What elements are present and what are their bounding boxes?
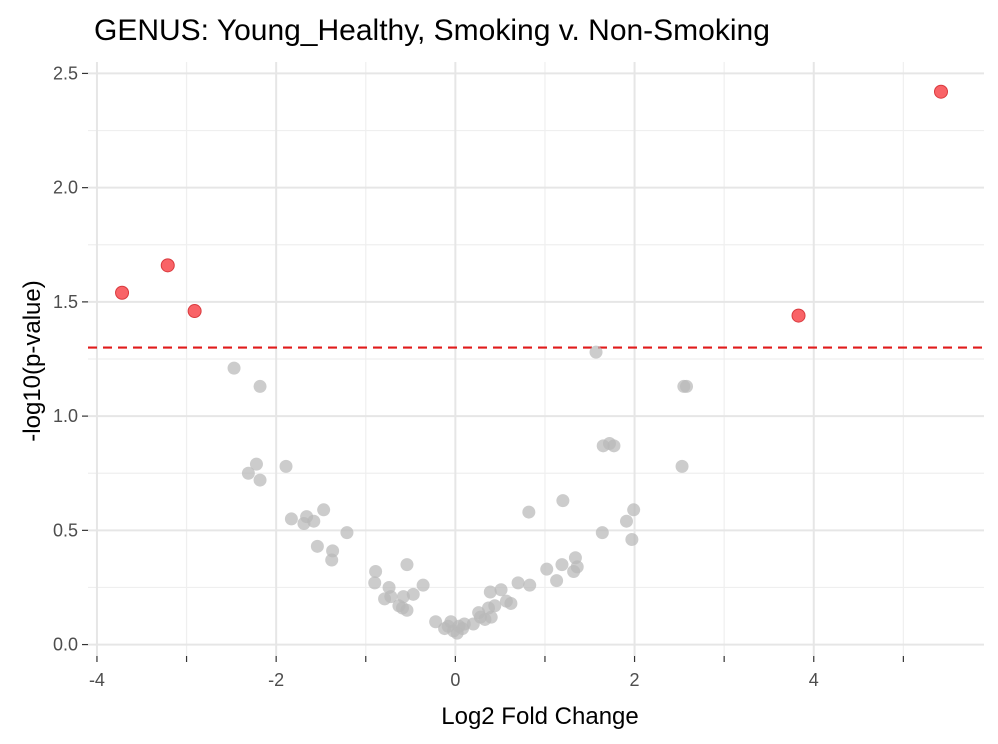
nonsignificant-point	[556, 494, 570, 508]
chart-title: GENUS: Young_Healthy, Smoking v. Non-Smo…	[94, 14, 770, 47]
nonsignificant-point	[625, 532, 639, 546]
nonsignificant-point	[555, 558, 569, 572]
nonsignificant-point	[384, 590, 398, 604]
nonsignificant-point	[307, 514, 321, 528]
nonsignificant-point	[279, 459, 293, 473]
nonsignificant-point	[494, 583, 508, 597]
nonsignificant-point	[457, 617, 471, 631]
nonsignificant-point	[249, 457, 263, 471]
nonsignificant-point	[627, 503, 641, 517]
y-tick-label: 2.0	[53, 178, 78, 198]
nonsignificant-point	[396, 590, 410, 604]
x-tick-label: -2	[268, 670, 284, 690]
x-tick-label: 4	[809, 670, 819, 690]
nonsignificant-point	[488, 599, 502, 613]
y-tick-label: 0.5	[53, 520, 78, 540]
nonsignificant-point	[368, 576, 382, 590]
nonsignificant-point	[400, 558, 414, 572]
nonsignificant-point	[325, 553, 339, 567]
significant-point	[187, 304, 202, 319]
nonsignificant-point	[310, 539, 324, 553]
nonsignificant-point	[227, 361, 241, 375]
nonsignificant-point	[241, 466, 255, 480]
nonsignificant-point	[550, 574, 564, 588]
nonsignificant-point	[589, 345, 603, 359]
nonsignificant-point	[429, 615, 443, 629]
x-tick-label: 2	[630, 670, 640, 690]
nonsignificant-point	[253, 379, 267, 393]
nonsignificant-point	[570, 560, 584, 574]
nonsignificant-point	[595, 526, 609, 540]
nonsignificant-point	[619, 514, 633, 528]
nonsignificant-point	[607, 439, 621, 453]
data-points	[115, 84, 948, 640]
nonsignificant-point	[406, 587, 420, 601]
nonsignificant-point	[340, 526, 354, 540]
nonsignificant-point	[284, 512, 298, 526]
nonsignificant-point	[675, 459, 689, 473]
nonsignificant-point	[523, 578, 537, 592]
nonsignificant-point	[253, 473, 267, 487]
y-tick-label: 2.5	[53, 63, 78, 83]
nonsignificant-point	[400, 603, 414, 617]
y-tick-label: 0.0	[53, 635, 78, 655]
nonsignificant-point	[369, 564, 383, 578]
significant-point	[160, 258, 175, 273]
y-axis-title: -log10(p-value)	[19, 280, 46, 441]
significant-point	[791, 308, 806, 323]
x-tick-label: -4	[89, 670, 105, 690]
nonsignificant-point	[540, 562, 554, 576]
nonsignificant-point	[511, 576, 525, 590]
axis-ticks: -4 -2 0 2 4 0.0 0.5 1.0 1.5 2.0 2.5	[53, 63, 904, 690]
nonsignificant-point	[484, 610, 498, 624]
nonsignificant-point	[680, 379, 694, 393]
x-tick-label: 0	[450, 670, 460, 690]
grid	[88, 62, 984, 656]
nonsignificant-point	[317, 503, 331, 517]
significant-point	[115, 285, 130, 300]
x-axis-title: Log2 Fold Change	[441, 703, 638, 730]
nonsignificant-point	[416, 578, 430, 592]
y-tick-label: 1.0	[53, 406, 78, 426]
nonsignificant-point	[522, 505, 536, 519]
significant-point	[933, 84, 948, 99]
y-tick-label: 1.5	[53, 292, 78, 312]
nonsignificant-point	[483, 585, 497, 599]
nonsignificant-point	[504, 596, 518, 610]
